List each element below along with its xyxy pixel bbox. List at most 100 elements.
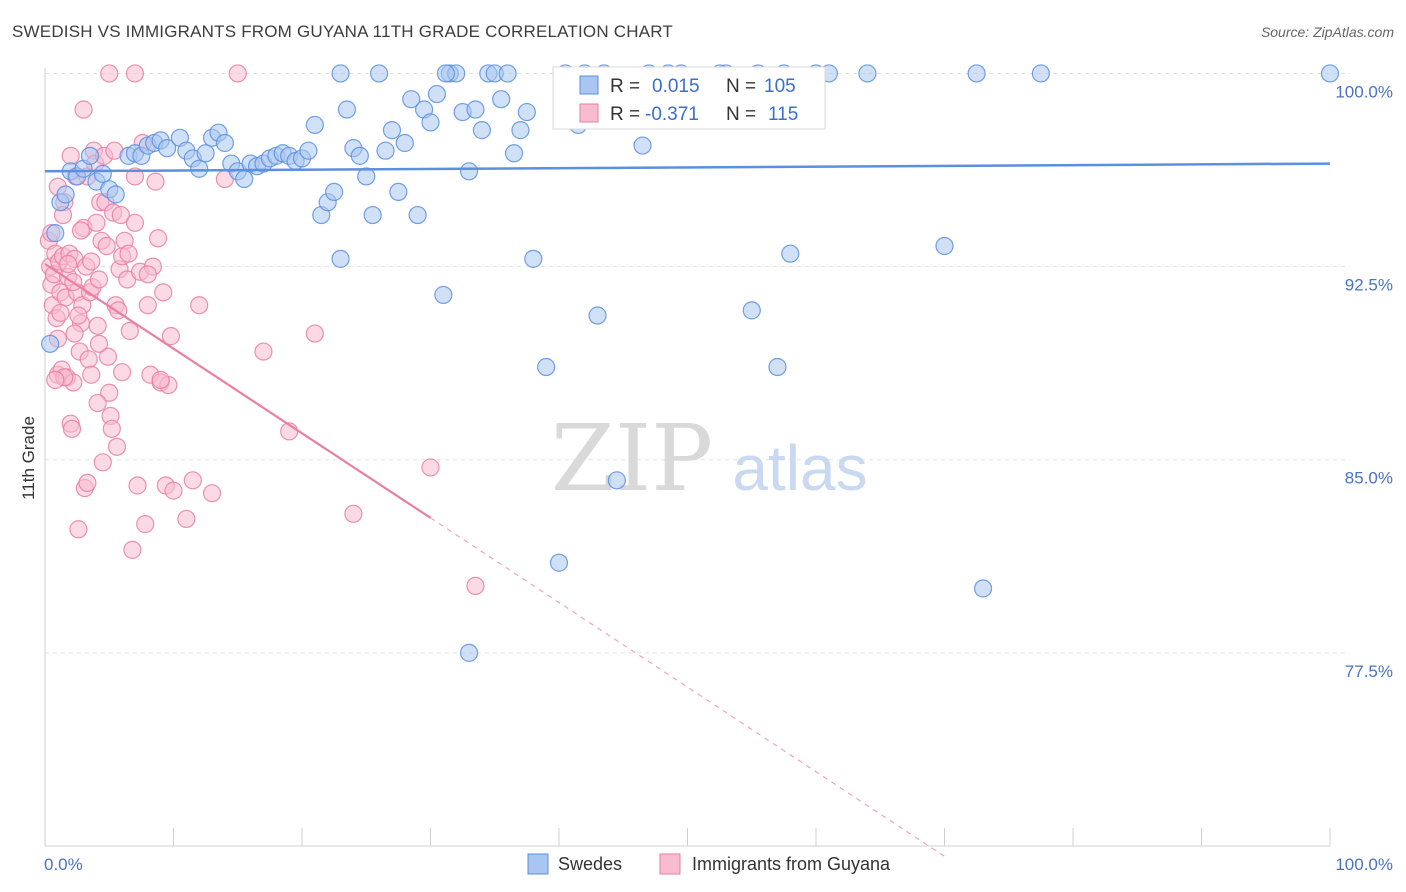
data-point: [98, 347, 118, 366]
data-point: [157, 139, 177, 158]
data-point: [254, 342, 273, 361]
data-point: [768, 357, 787, 377]
data-point: [128, 476, 147, 495]
data-point: [337, 100, 357, 119]
data-point: [88, 316, 107, 335]
data-point: [138, 265, 157, 284]
data-point: [125, 213, 145, 232]
data-point: [607, 471, 626, 490]
data-point: [112, 363, 132, 382]
data-point: [164, 481, 183, 500]
stats-n-value-guyana: 115: [768, 104, 798, 125]
data-point: [183, 471, 202, 490]
data-point: [107, 437, 127, 456]
data-point: [524, 249, 543, 268]
data-point: [93, 453, 112, 472]
data-point: [402, 90, 421, 109]
data-point: [421, 113, 440, 132]
tick-labels: 100.0% 92.5% 85.0% 77.5% 0.0% 100.0%: [44, 82, 1393, 874]
data-point: [1031, 64, 1050, 83]
data-point: [363, 205, 382, 225]
data-point: [177, 509, 196, 529]
data-point: [357, 167, 376, 186]
data-point: [434, 285, 453, 305]
trend-line: [44, 162, 1331, 173]
data-point: [102, 419, 121, 438]
data-point: [537, 357, 556, 377]
data-point: [305, 324, 324, 343]
y-tick-label: 85.0%: [1345, 469, 1393, 488]
data-point: [46, 370, 65, 389]
y-tick-label: 100.0%: [1335, 82, 1393, 101]
data-point: [100, 64, 119, 83]
data-point: [106, 185, 125, 204]
data-point: [125, 64, 145, 83]
stats-r-label-guyana: R =: [610, 104, 640, 125]
data-point: [119, 244, 138, 263]
legend-swatch-guyana: [659, 853, 681, 875]
data-point: [427, 84, 447, 104]
data-point: [376, 141, 395, 160]
data-point: [498, 64, 517, 83]
data-point: [120, 321, 139, 341]
data-point: [46, 224, 65, 243]
data-point: [408, 205, 427, 225]
data-point: [202, 484, 222, 503]
data-point: [967, 64, 986, 83]
data-point: [71, 221, 91, 240]
data-point: [190, 159, 209, 178]
data-point: [138, 296, 157, 315]
data-point: [97, 236, 116, 256]
data-point: [436, 64, 456, 83]
data-points: [39, 64, 1340, 662]
data-point: [331, 64, 350, 83]
data-point: [370, 64, 389, 83]
data-point: [228, 64, 247, 83]
data-point: [517, 102, 536, 122]
data-point: [215, 133, 234, 153]
data-point: [100, 383, 119, 402]
data-point: [62, 419, 82, 438]
data-point: [69, 306, 88, 325]
data-point: [74, 100, 93, 119]
stats-r-value-guyana: -0.371: [645, 104, 699, 125]
stats-r-value-swedes: 0.015: [652, 76, 700, 97]
data-point: [459, 643, 479, 662]
data-point: [459, 162, 479, 181]
data-point: [331, 249, 350, 268]
chart-title: SWEDISH VS IMMIGRANTS FROM GUYANA 11TH G…: [12, 22, 673, 41]
data-point: [111, 205, 130, 225]
stats-n-label-swedes: N =: [726, 76, 756, 97]
data-point: [466, 576, 485, 596]
data-point: [389, 182, 408, 202]
data-point: [69, 520, 88, 539]
stats-n-value-swedes: 105: [764, 76, 796, 97]
data-point: [82, 365, 101, 384]
data-point: [935, 236, 954, 256]
data-point: [78, 473, 97, 493]
trend-line: [44, 263, 432, 519]
data-point: [299, 141, 318, 160]
data-point: [89, 270, 109, 289]
stats-n-label-guyana: N =: [726, 104, 756, 125]
watermark-zip: ZIP: [551, 405, 713, 512]
data-point: [136, 515, 155, 534]
data-point: [466, 100, 485, 119]
y-tick-label: 77.5%: [1345, 662, 1393, 681]
stats-r-label-swedes: R =: [610, 76, 640, 97]
data-point: [80, 146, 100, 165]
data-point: [56, 185, 75, 204]
data-point: [511, 121, 530, 140]
data-point: [151, 370, 170, 389]
stats-swatch-swedes: [579, 75, 599, 95]
data-point: [350, 146, 369, 165]
x-tick-label: 100.0%: [1335, 855, 1393, 874]
watermark-atlas: atlas: [732, 432, 867, 504]
data-point: [858, 64, 877, 83]
data-point: [88, 393, 107, 413]
data-point: [61, 146, 80, 165]
data-point: [41, 334, 60, 353]
data-point: [123, 540, 142, 559]
trend-lines: [44, 162, 1331, 857]
